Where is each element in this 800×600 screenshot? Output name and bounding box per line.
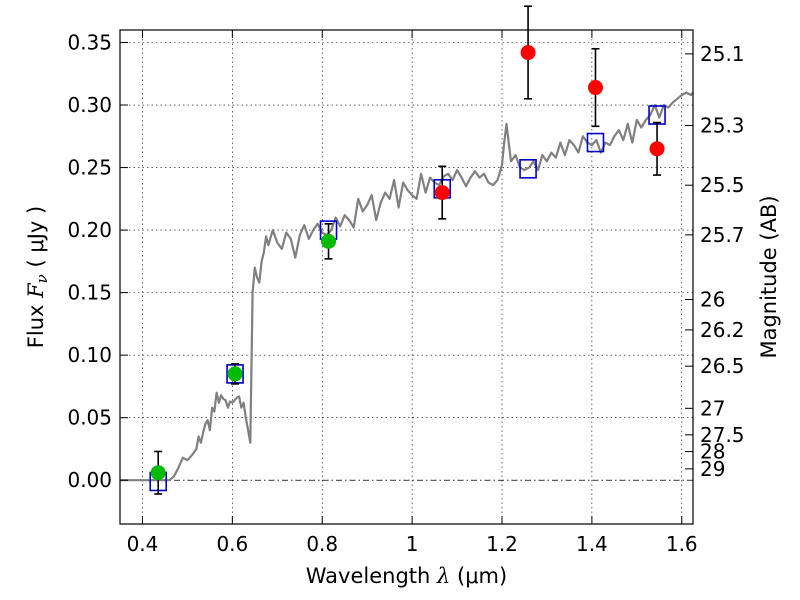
y2-tick-label: 28	[700, 440, 725, 464]
x-tick-label: 0.4	[127, 532, 159, 556]
y2-tick-label: 25.1	[700, 42, 745, 66]
observed-point	[520, 45, 536, 61]
model-point	[586, 132, 605, 153]
x-tick-label: 0.6	[216, 532, 248, 556]
y-tick-label: 0.10	[67, 343, 112, 367]
y-tick-label: 0.15	[67, 281, 112, 305]
spectrum-line	[120, 91, 694, 482]
y2-tick-label: 26.2	[700, 318, 745, 342]
observed-point	[649, 141, 665, 157]
y2-tick-label: 25.3	[700, 114, 745, 138]
y-tick-label: 0.20	[67, 218, 112, 242]
y-tick-label: 0.25	[67, 156, 112, 180]
x-tick-label: 1.4	[576, 532, 608, 556]
y2-tick-label: 26.5	[700, 354, 745, 378]
axis-ticks: 0.4 0.6 0.8 1 1.2 1.4 1.6 0.00 0.05 0.10 0.15 0.20 0…	[67, 30, 745, 556]
y-axis-label: Flux Fν ( μJy )	[24, 206, 51, 348]
y2-tick-label: 25.7	[700, 223, 745, 247]
plot-frame	[119, 29, 694, 525]
y-tick-label: 0.35	[67, 31, 112, 55]
y2-tick-label: 27.5	[700, 423, 745, 447]
observed-point	[227, 366, 243, 382]
y2-tick-label: 26	[700, 288, 725, 312]
model-point	[519, 159, 537, 179]
y-tick-label: 0.30	[67, 93, 112, 117]
x-tick-label: 1.2	[486, 532, 518, 556]
plot-background	[120, 30, 693, 524]
observed-point	[150, 465, 166, 481]
observed-point	[434, 185, 450, 201]
observed-points	[150, 5, 665, 495]
y2-axis-label: Magnitude (AB)	[757, 195, 781, 358]
y-tick-label: 0.00	[67, 468, 112, 492]
observed-point	[587, 80, 603, 96]
x-tick-label: 1	[406, 532, 419, 556]
x-tick-label: 0.8	[306, 532, 338, 556]
y-tick-label: 0.05	[67, 406, 112, 430]
y2-tick-label: 25.5	[700, 173, 745, 197]
y2-tick-label: 27	[700, 396, 725, 420]
x-axis-label: Wavelength λ (μm)	[306, 564, 507, 588]
x-tick-label: 1.6	[666, 532, 698, 556]
y2-tick-label: 29	[700, 457, 725, 481]
observed-point	[321, 233, 337, 249]
